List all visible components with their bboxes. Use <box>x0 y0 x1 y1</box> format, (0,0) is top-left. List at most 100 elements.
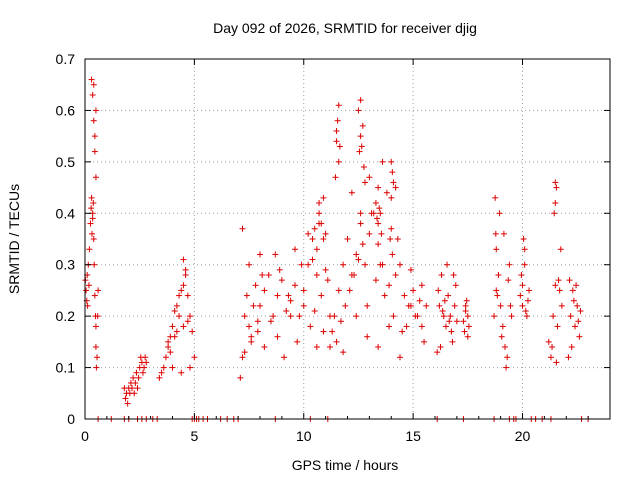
chart-title: Day 092 of 2026, SRMTID for receiver dji… <box>213 20 477 36</box>
data-point <box>416 297 423 304</box>
data-point <box>401 292 408 299</box>
data-point <box>567 313 574 320</box>
data-point <box>171 308 178 314</box>
data-point <box>576 333 583 340</box>
data-point <box>359 241 366 248</box>
data-point <box>526 287 533 294</box>
data-point <box>418 282 425 289</box>
data-point <box>575 318 582 325</box>
data-point <box>518 272 525 278</box>
data-point <box>386 323 393 330</box>
data-point <box>461 328 468 335</box>
data-point <box>333 138 340 145</box>
data-point <box>252 282 259 289</box>
data-point <box>320 236 327 242</box>
data-point <box>418 323 425 330</box>
data-point <box>93 364 100 371</box>
data-point <box>90 236 97 242</box>
y-tick-label: 0.7 <box>56 51 76 67</box>
data-point <box>331 313 338 320</box>
data-point <box>165 344 172 350</box>
data-point <box>435 287 442 294</box>
data-point <box>187 364 193 371</box>
data-point <box>94 354 101 361</box>
data-point <box>376 205 383 212</box>
data-point <box>167 349 174 356</box>
data-point <box>507 302 514 309</box>
data-point <box>437 344 444 350</box>
data-point <box>357 133 364 140</box>
data-point <box>552 282 559 289</box>
data-point <box>122 395 129 402</box>
data-point <box>88 194 95 201</box>
y-tick-label: 0.2 <box>56 308 76 324</box>
data-point <box>130 374 137 381</box>
data-point <box>178 287 185 294</box>
data-point <box>267 318 274 325</box>
data-point <box>292 282 298 289</box>
data-point <box>375 344 382 350</box>
data-point <box>377 261 384 268</box>
data-point <box>375 184 382 191</box>
data-point <box>407 266 414 273</box>
data-point <box>368 210 375 217</box>
data-point <box>167 333 174 340</box>
data-point <box>322 266 329 273</box>
data-point <box>553 359 560 366</box>
x-tick-label: 20 <box>515 428 531 444</box>
data-point <box>333 338 340 345</box>
data-point <box>318 220 325 227</box>
data-point <box>143 359 150 366</box>
data-point <box>573 282 580 289</box>
data-point <box>92 323 99 330</box>
data-point <box>296 313 303 320</box>
data-point <box>383 189 390 196</box>
data-point <box>90 117 97 124</box>
data-point <box>342 302 349 309</box>
data-point <box>372 200 379 206</box>
data-point <box>309 236 316 242</box>
data-point <box>180 256 187 263</box>
data-point <box>366 230 373 237</box>
data-point <box>508 313 515 320</box>
data-point <box>558 302 565 309</box>
data-point <box>498 333 505 340</box>
x-tick-label: 15 <box>405 428 421 444</box>
x-axis-label: GPS time / hours <box>292 457 399 473</box>
data-point <box>165 338 172 345</box>
data-point <box>524 297 531 304</box>
data-point <box>305 230 312 237</box>
data-point <box>87 220 94 227</box>
data-point <box>386 282 393 289</box>
data-point <box>94 313 101 320</box>
data-point <box>316 210 323 217</box>
data-point <box>158 369 165 376</box>
data-point <box>311 308 318 314</box>
data-point <box>556 287 563 294</box>
data-point <box>566 277 573 284</box>
data-point <box>441 297 448 304</box>
data-point <box>464 313 471 320</box>
data-point <box>292 246 298 253</box>
data-point <box>340 261 347 268</box>
data-point <box>491 313 498 320</box>
x-tick-label: 5 <box>190 428 198 444</box>
data-point <box>248 338 255 345</box>
data-point <box>300 302 307 309</box>
data-point <box>493 287 500 294</box>
data-point <box>173 328 180 335</box>
data-point <box>274 292 281 299</box>
data-point <box>521 261 528 268</box>
data-point <box>318 292 325 299</box>
data-point <box>388 194 395 201</box>
data-point <box>311 225 318 232</box>
data-point <box>257 302 263 309</box>
data-point <box>91 133 98 140</box>
data-point <box>379 158 386 165</box>
data-point <box>492 194 499 201</box>
data-point <box>124 400 131 407</box>
data-point <box>248 333 255 340</box>
data-point <box>83 287 90 294</box>
data-point <box>449 338 456 345</box>
